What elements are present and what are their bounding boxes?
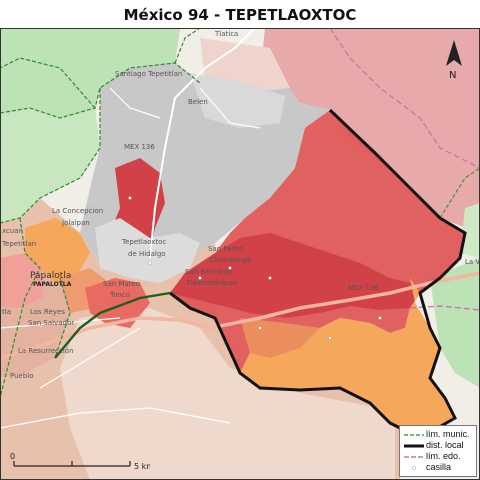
label-tonco: Tonco	[109, 291, 130, 299]
state-boundary	[329, 28, 480, 311]
label-concepcion-2: Jolalpan	[61, 219, 90, 227]
label-tepetlaoxtoc-2: de Hidalgo	[128, 250, 166, 258]
label-resurreccion: La Resurrección	[18, 347, 74, 355]
label-sanpedro-2: Chiautzingo	[210, 256, 252, 264]
label-tlatica: Tlatica	[214, 30, 238, 38]
district-boundary	[169, 108, 467, 440]
label-mex136-east: MEX 136	[348, 284, 379, 292]
label-belen: Belen	[188, 98, 208, 106]
north-arrow-icon	[446, 40, 462, 66]
district-section-orange-east	[240, 278, 455, 438]
polling-station[interactable]	[258, 326, 262, 330]
polling-station[interactable]	[148, 261, 152, 265]
polling-station[interactable]	[228, 266, 232, 270]
label-concepcion-1: La Concepcion	[52, 207, 103, 215]
map-canvas[interactable]: Tlatica Santiago Tepetitlan Belen MEX 13…	[0, 28, 480, 480]
road-north	[149, 28, 256, 259]
label-papalotla: Papalotla	[30, 271, 71, 281]
road-minor-2	[109, 87, 261, 129]
label-tepetlaoxtoc-1: Tepetlaoxtoc	[121, 238, 166, 246]
legend-district: dist. local	[426, 440, 464, 450]
municipal-boundary-east	[439, 167, 480, 219]
polling-stations	[128, 196, 382, 340]
road-minor-1	[0, 317, 231, 429]
polling-station[interactable]	[268, 276, 272, 280]
legend-polling: casilla	[426, 462, 452, 472]
north-arrow: N	[446, 40, 462, 81]
district-section-center-light	[95, 218, 200, 283]
neighbor-area-gray-light	[190, 73, 285, 128]
district-section-orange-west	[25, 218, 90, 283]
label-los-reyes: Los Reyes	[30, 308, 65, 316]
district-section-dark	[170, 233, 420, 318]
district-section-south-west	[85, 278, 150, 328]
label-pueblo: Pueblo	[10, 372, 34, 380]
green-area-north	[0, 28, 180, 118]
north-label: N	[449, 70, 456, 81]
label-la-v: La V	[465, 258, 480, 266]
label-san-salvador: San Salvador	[28, 319, 74, 327]
label-tla: tla	[2, 308, 11, 316]
map-legend: lím. munic. dist. local lím. edo. casill…	[399, 425, 477, 477]
green-area-south-east	[430, 258, 480, 388]
urban-area-papalotla	[0, 253, 45, 308]
polling-station[interactable]	[328, 336, 332, 340]
legend-symbols	[404, 434, 424, 470]
highway-mex-136	[0, 271, 480, 360]
legend-municipal: lím. munic.	[426, 429, 470, 439]
green-area-west	[0, 108, 100, 223]
urban-area-south-light	[60, 308, 395, 480]
label-sanbernardo-2: Tlalmimilolpan	[185, 279, 237, 287]
legend-state: lím. edo.	[426, 451, 461, 461]
neighbor-area-pink	[262, 28, 480, 233]
label-santiago: Santiago Tepetitlan	[115, 70, 182, 78]
municipal-boundary	[0, 28, 201, 399]
scale-label: 5 km	[134, 462, 150, 471]
legend-polling-symbol	[412, 466, 416, 470]
map-title: México 94 - TEPETLAOXTOC	[123, 6, 357, 24]
polling-station[interactable]	[378, 316, 382, 320]
scale-zero: 0	[10, 452, 15, 461]
label-san-mateo: San Mateo	[103, 280, 140, 288]
label-tepetitlan: Tepetitlan	[1, 240, 36, 248]
polling-station[interactable]	[198, 276, 202, 280]
scale-bar: 0 5 km	[10, 452, 150, 471]
label-sanpedro-1: San Pedro	[208, 245, 243, 253]
label-mex136-north: MEX 136	[124, 143, 155, 151]
label-ixcuan: xcuan	[2, 227, 23, 235]
green-area-far-east	[460, 203, 480, 258]
district-boundary-south	[54, 291, 171, 359]
label-sanbernardo-1: San Bernardo	[185, 268, 232, 276]
label-papalotla-caps: PAPALOTLA	[33, 281, 72, 288]
polling-station[interactable]	[128, 196, 132, 200]
